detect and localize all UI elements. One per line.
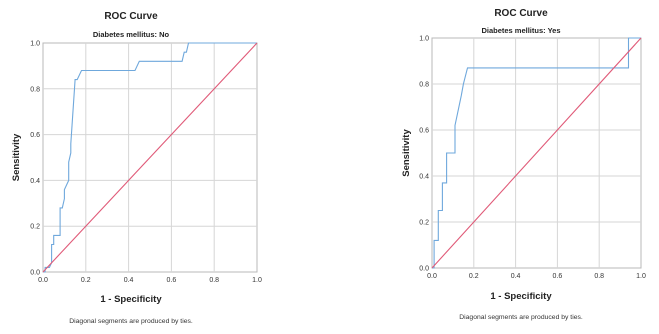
chart1-x-tick-label: 0.0 — [427, 273, 437, 280]
chart0-y-tick-label: 0.0 — [30, 270, 40, 277]
chart1-x-axis-label: 1 - Specificity — [490, 291, 552, 302]
chart0-x-tick-label: 0.8 — [209, 277, 219, 284]
chart1-x-tick-label: 0.6 — [553, 273, 563, 280]
chart0-subtitle: Diabetes mellitus: No — [93, 30, 170, 39]
chart1-y-tick-label: 0.0 — [419, 266, 429, 273]
chart0-y-tick-label: 0.8 — [30, 86, 40, 93]
chart0-x-tick-label: 1.0 — [252, 277, 262, 284]
chart1-y-axis-label: Sensitivity — [401, 129, 412, 177]
chart1-y-tick-label: 0.2 — [419, 220, 429, 227]
chart1-x-tick-label: 0.8 — [594, 273, 604, 280]
chart0-y-axis-label: Sensitivity — [11, 133, 22, 181]
chart0-x-tick-label: 0.2 — [81, 277, 91, 284]
chart1-x-tick-label: 0.2 — [469, 273, 479, 280]
chart1-roc-curve-line — [432, 37, 641, 269]
chart1-footnote: Diagonal segments are produced by ties. — [459, 314, 583, 321]
chart0-x-tick-label: 0.0 — [38, 277, 48, 284]
chart1-y-tick-label: 0.4 — [419, 174, 429, 181]
chart1-x-tick-label: 0.4 — [511, 273, 521, 280]
chart1-y-tick-label: 1.0 — [419, 36, 429, 43]
chart0-y-tick-label: 0.2 — [30, 224, 40, 231]
chart0-x-tick-label: 0.4 — [124, 277, 134, 284]
chart0-y-tick-label: 0.4 — [30, 178, 40, 185]
chart1-subtitle: Diabetes mellitus: Yes — [481, 26, 560, 35]
chart0-y-tick-label: 0.6 — [30, 132, 40, 139]
chart0-footnote: Diagonal segments are produced by ties. — [69, 318, 193, 325]
chart1-y-tick-label: 0.6 — [419, 128, 429, 135]
chart0-y-tick-label: 1.0 — [30, 41, 40, 48]
chart1-y-tick-label: 0.8 — [419, 82, 429, 89]
chart0-title: ROC Curve — [104, 11, 158, 22]
chart1-x-tick-label: 1.0 — [636, 273, 646, 280]
chart0-x-axis-label: 1 - Specificity — [100, 294, 162, 305]
chart0-roc-curve-line — [43, 42, 257, 273]
chart0-reference-diagonal-line — [42, 42, 258, 273]
chart0-x-tick-label: 0.6 — [167, 277, 177, 284]
chart1-title: ROC Curve — [494, 8, 548, 19]
chart1-reference-diagonal-line — [431, 37, 642, 269]
